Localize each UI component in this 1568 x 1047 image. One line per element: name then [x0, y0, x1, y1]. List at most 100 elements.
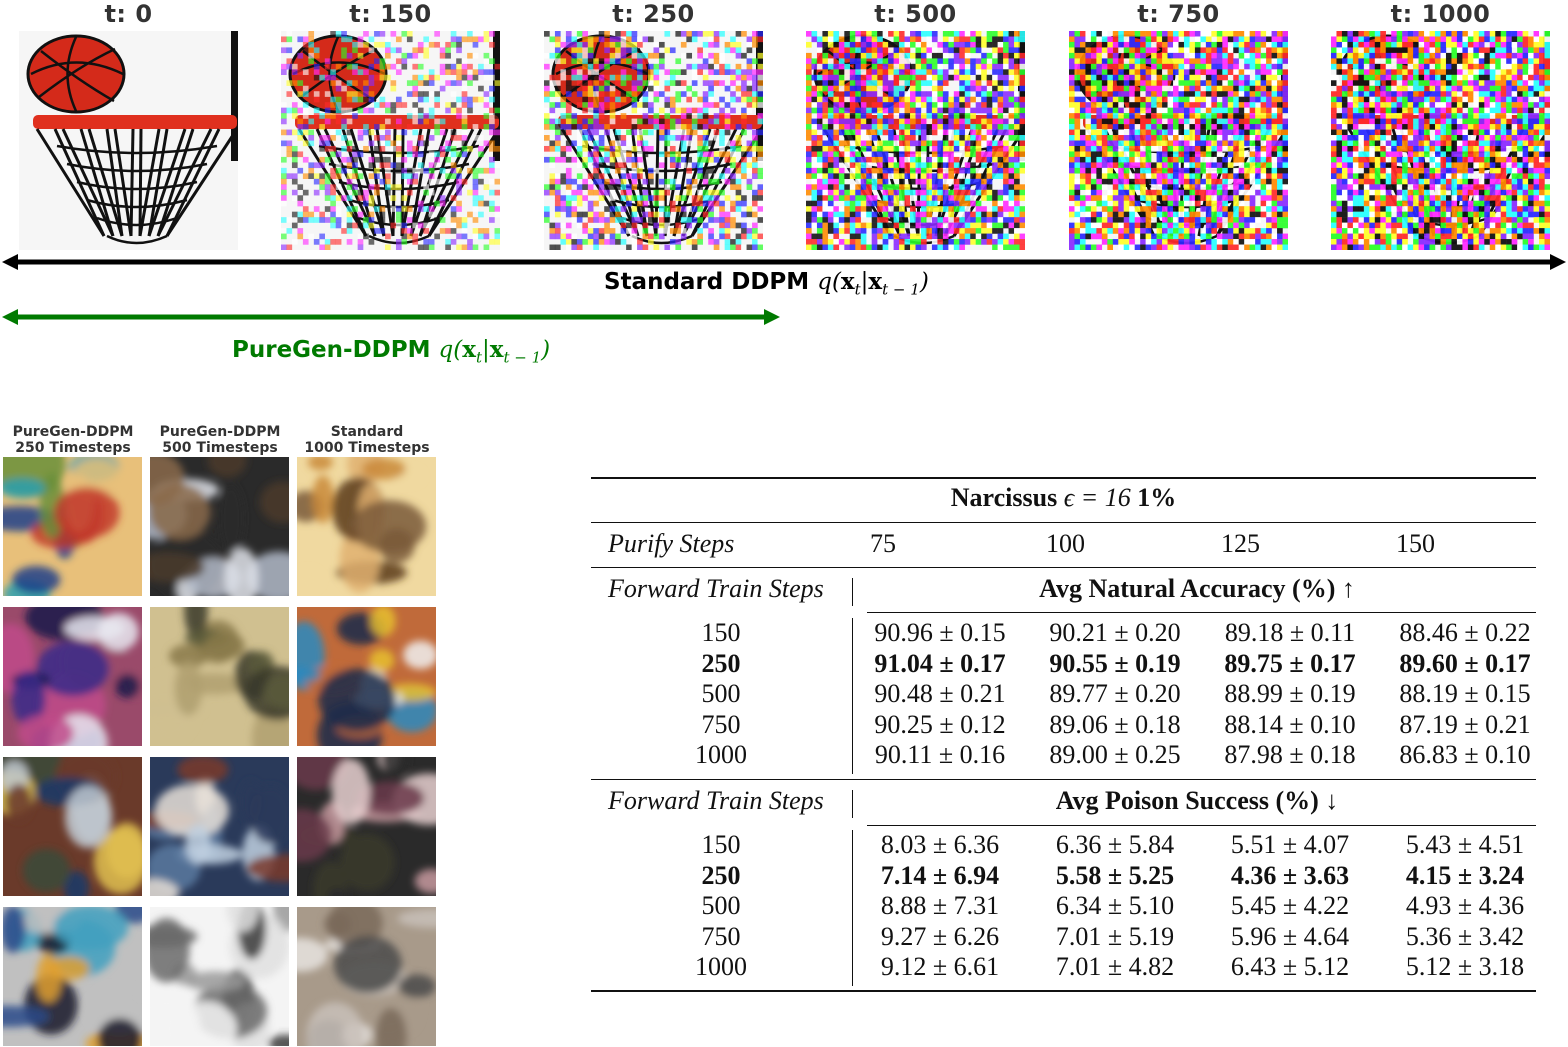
timestep-label: t: 750 [1137, 0, 1220, 28]
math-sub: t − 1 [882, 280, 920, 299]
generated-sample-image [297, 907, 436, 1046]
header-line: Standard [330, 424, 404, 440]
value-cell: 89.06 ± 0.18 [1049, 709, 1181, 739]
math-x: x [462, 336, 476, 363]
value-cell: 89.77 ± 0.20 [1049, 679, 1181, 708]
forward-steps-cell: 500 [701, 679, 741, 708]
row-header-label: Forward Train Steps [608, 574, 824, 603]
purify-step: 150 [1396, 529, 1435, 558]
value-cell: 90.48 ± 0.21 [874, 679, 1006, 708]
header-line: 500 Timesteps [162, 440, 278, 456]
section-rule [867, 825, 1536, 826]
value-cell: 90.96 ± 0.15 [874, 618, 1006, 647]
gaussian-noise-overlay [806, 31, 1025, 250]
gaussian-noise-overlay [281, 31, 500, 250]
timestep-label: t: 150 [349, 0, 432, 28]
generated-sample-image [3, 757, 142, 896]
section-title: Avg Natural Accuracy (%) ↑ [1039, 574, 1355, 603]
value-cell: 7.14 ± 6.94 [880, 860, 1000, 890]
sample-column-header: PureGen-DDPM 500 Timesteps [150, 424, 290, 456]
purify-step: 125 [1221, 529, 1260, 558]
value-cell: 5.51 ± 4.07 [1230, 830, 1350, 859]
value-cell: 91.04 ± 0.17 [874, 648, 1006, 678]
table-title: Narcissus ϵ = 16 1% [950, 483, 1177, 512]
forward-steps-cell: 150 [701, 830, 741, 859]
rule [591, 567, 1536, 568]
value-cell: 9.12 ± 6.61 [880, 952, 1000, 981]
caption-text: PureGen-DDPM [232, 337, 431, 363]
rule [591, 522, 1536, 523]
value-cell: 5.36 ± 3.42 [1405, 921, 1525, 951]
generated-sample-image [150, 457, 289, 596]
value-cell: 7.01 ± 4.82 [1055, 952, 1175, 981]
header-line: PureGen-DDPM [12, 424, 134, 440]
timestep-label: t: 1000 [1390, 0, 1491, 28]
noised-image [544, 31, 763, 250]
value-cell: 90.11 ± 0.16 [874, 740, 1006, 769]
gaussian-noise-overlay [1069, 31, 1288, 250]
value-cell: 8.03 ± 6.36 [880, 830, 1000, 859]
value-cell: 89.00 ± 0.25 [1049, 740, 1181, 769]
vertical-rule [852, 790, 853, 818]
vertical-rule [852, 830, 853, 986]
value-cell: 90.21 ± 0.20 [1049, 618, 1181, 647]
value-cell: 88.99 ± 0.19 [1224, 679, 1356, 708]
row-header-label: Forward Train Steps [608, 786, 824, 815]
noised-image [19, 31, 238, 250]
value-cell: 6.43 ± 5.12 [1230, 952, 1350, 981]
value-cell: 9.27 ± 6.26 [880, 921, 1000, 951]
noised-image [1331, 31, 1550, 250]
value-cell: 88.19 ± 0.15 [1399, 679, 1531, 708]
generated-sample-image [3, 607, 142, 746]
section-title: Avg Poison Success (%) ↓ [1055, 786, 1339, 815]
value-cell: 5.12 ± 3.18 [1405, 952, 1525, 981]
sample-column-header: PureGen-DDPM 250 Timesteps [3, 424, 143, 456]
gaussian-noise-overlay [544, 31, 763, 250]
timestep-label: t: 500 [874, 0, 957, 28]
generated-sample-image [297, 457, 436, 596]
puregen-ddpm-arrow [2, 309, 780, 325]
value-cell: 89.75 ± 0.17 [1224, 648, 1356, 678]
bottom-rule [591, 990, 1536, 992]
value-cell: 5.58 ± 5.25 [1055, 860, 1175, 890]
purify-step: 100 [1046, 529, 1085, 558]
section-rule [867, 612, 1536, 613]
value-cell: 4.93 ± 4.36 [1405, 891, 1525, 920]
header-line: PureGen-DDPM [159, 424, 281, 440]
forward-steps-cell: 750 [701, 921, 741, 951]
timestep-label: t: 250 [612, 0, 695, 28]
value-cell: 87.19 ± 0.21 [1399, 709, 1531, 739]
value-cell: 88.14 ± 0.10 [1224, 709, 1356, 739]
gaussian-noise-overlay [1331, 31, 1550, 250]
value-cell: 88.46 ± 0.22 [1399, 618, 1531, 647]
rule [591, 779, 1536, 780]
value-cell: 4.15 ± 3.24 [1405, 860, 1525, 890]
top-rule [591, 477, 1536, 479]
generated-sample-image [150, 907, 289, 1046]
generated-sample-image [297, 757, 436, 896]
value-cell: 90.55 ± 0.19 [1049, 648, 1181, 678]
math-q: q [438, 337, 454, 363]
vertical-rule [852, 578, 853, 606]
forward-steps-cell: 1000 [695, 740, 747, 769]
standard-ddpm-caption: Standard DDPM q(xt|xt − 1) [604, 268, 929, 299]
value-cell: 5.96 ± 4.64 [1230, 921, 1350, 951]
header-line: 1000 Timesteps [304, 440, 430, 456]
value-cell: 87.98 ± 0.18 [1224, 740, 1356, 769]
math-sub: t [854, 280, 861, 299]
math-sub: t − 1 [503, 348, 542, 367]
value-cell: 5.45 ± 4.22 [1230, 891, 1350, 920]
generated-sample-image [150, 757, 289, 896]
value-cell: 7.01 ± 5.19 [1055, 921, 1175, 951]
math-x: x [489, 336, 504, 363]
noised-image [281, 31, 500, 250]
generated-sample-image [150, 607, 289, 746]
timestep-label: t: 0 [104, 0, 153, 28]
value-cell: 8.88 ± 7.31 [880, 891, 1000, 920]
forward-steps-cell: 150 [701, 618, 741, 647]
value-cell: 89.60 ± 0.17 [1399, 648, 1531, 678]
vertical-rule [852, 618, 853, 774]
math-q: q [817, 269, 832, 295]
purify-step: 75 [870, 529, 896, 558]
forward-steps-cell: 1000 [695, 952, 747, 981]
